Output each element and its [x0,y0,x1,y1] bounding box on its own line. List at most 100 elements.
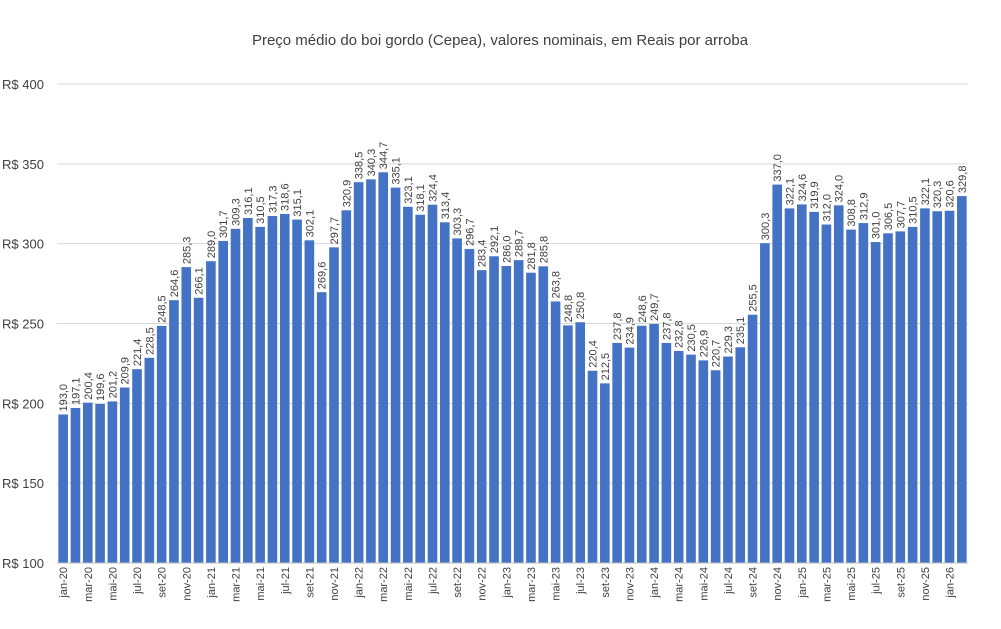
x-tick-label: mai-24 [698,567,710,601]
data-label: 306,5 [883,203,895,231]
bar [957,196,967,563]
data-label: 312,9 [858,193,870,221]
data-label: 229,3 [723,326,735,354]
bar [723,356,733,563]
bar [821,224,832,564]
data-label: 315,1 [292,189,304,217]
x-tick-label: nov-21 [329,567,341,601]
bar [944,210,955,563]
data-label: 266,1 [194,267,206,295]
data-label: 319,9 [809,181,821,209]
bar [95,403,105,563]
x-tick-label: nov-22 [477,567,489,601]
data-label: 301,0 [871,212,883,240]
bar [304,240,315,563]
bars [58,172,967,564]
bar [612,342,622,563]
bar [390,187,401,564]
data-label: 303,3 [452,208,464,236]
bar [279,213,290,563]
bar [870,242,881,563]
data-label: 285,3 [181,237,193,265]
data-label: 300,3 [760,213,772,241]
data-label: 316,1 [243,187,255,215]
bar [858,223,869,563]
data-label: 309,3 [231,198,243,226]
data-label: 313,4 [440,192,452,220]
x-tick-label: jan-25 [797,567,809,599]
bar [661,342,672,563]
bar [366,179,376,564]
bar [686,354,696,563]
bar [316,292,327,563]
data-label: 248,5 [157,295,169,323]
bar [243,217,253,563]
bar [70,407,81,563]
bar [563,325,573,563]
x-tick-label: jul-22 [427,567,439,595]
data-label: 212,5 [600,353,612,381]
data-label: 320,6 [945,180,957,208]
data-label: 307,7 [895,201,907,229]
bar [341,210,352,563]
bar [747,314,758,563]
x-tick-label: mar-22 [378,567,390,602]
bar [353,182,364,563]
data-label: 281,8 [526,242,538,270]
bar [107,401,118,563]
bar [735,347,746,563]
x-tick-label: jan-26 [945,567,957,599]
data-label: 226,9 [698,330,710,358]
data-label: 310,5 [255,196,267,224]
data-label: 199,6 [95,373,107,401]
y-tick-label: R$ 350 [2,157,44,172]
data-label: 297,7 [329,217,341,245]
bar [439,222,450,563]
data-label: 337,0 [772,154,784,182]
bar [907,226,918,563]
data-label: 322,1 [784,178,796,206]
x-tick-label: set-24 [748,567,760,598]
data-label: 329,8 [957,166,969,194]
data-label: 283,4 [477,240,489,268]
data-label: 209,9 [120,357,132,385]
data-label: 237,8 [661,312,673,340]
bar [218,240,228,563]
data-label: 237,8 [612,312,624,340]
data-label: 318,6 [280,183,292,211]
x-tick-label: mar-23 [526,567,538,602]
data-label: 235,1 [735,317,747,345]
bar [538,266,549,563]
bar [144,357,155,563]
y-tick-label: R$ 200 [2,396,44,411]
y-tick-label: R$ 400 [2,77,44,92]
data-label: 292,1 [489,226,501,254]
data-label: 228,5 [144,327,156,355]
x-tick-label: mai-22 [403,567,415,601]
data-label: 289,7 [514,230,526,258]
data-label: 248,6 [637,295,649,323]
bar [932,211,943,563]
bar [119,387,130,563]
x-tick-label: set-23 [600,567,612,598]
bar [526,272,536,563]
data-label: 249,7 [649,293,661,321]
y-axis-ticks: R$ 100 R$ 150 R$ 200 R$ 250 R$ 300 R$ 350 R$ 4… [2,77,44,571]
bar [624,347,635,563]
x-tick-label: nov-20 [181,567,193,601]
data-label: 335,1 [391,157,403,185]
data-label: 289,0 [206,231,218,259]
data-label: 220,4 [588,340,600,368]
bar [58,414,68,563]
bar [501,266,512,563]
bar [833,205,844,563]
x-tick-label: jul-21 [280,567,292,595]
bar [797,204,807,563]
x-tick-label: mar-21 [231,567,243,602]
data-label: 318,1 [415,184,427,212]
chart-title: Preço médio do boi gordo (Cepea), valore… [252,32,749,49]
x-tick-label: jul-24 [723,567,735,595]
data-label: 234,9 [624,317,636,345]
